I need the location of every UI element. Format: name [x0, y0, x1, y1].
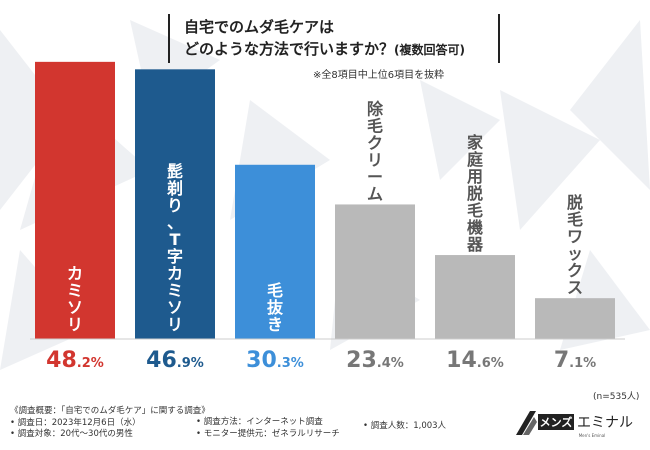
- survey-method: • 調査方法：インターネット調査: [196, 417, 323, 427]
- value-label: 7.1%: [554, 348, 596, 373]
- footer-col-3: • 調査人数：1,003人: [363, 421, 446, 433]
- value-label: 23.4%: [346, 348, 404, 373]
- brand-mark-icon: [516, 411, 537, 435]
- value-label: 46.9%: [146, 348, 204, 373]
- brand-tagline: Men's Eminal: [579, 433, 606, 438]
- category-label: 除毛クリーム: [367, 99, 384, 203]
- category-label: 脱毛ワックス: [567, 193, 583, 297]
- bar: [135, 69, 215, 339]
- category-label: カミソリ: [67, 264, 83, 334]
- bar-chart: カミソリ 48.2% 髭剃り、 T 字カミソリ 46.9% 毛抜き 30.3% 除毛クリーム 23…: [30, 61, 625, 373]
- value-label: 48.2%: [46, 348, 104, 373]
- brand-logo: メンズ エミナル Men's Eminal: [516, 411, 633, 438]
- survey-summary: 《調査概要：「自宅でのムダ毛ケア」に関する調査》: [10, 406, 210, 416]
- survey-date: • 調査日：2023年12月6日（水）: [10, 417, 141, 428]
- brand-name-right: エミナル: [577, 415, 633, 431]
- title-line-2: どのような方法で行いますか？(複数回答可): [184, 40, 465, 58]
- bar: [35, 61, 115, 339]
- bar: [435, 255, 515, 339]
- survey-target: • 調査対象：20代～30代の男性: [10, 429, 133, 439]
- survey-provider: • モニター提供元：ゼネラルリサーチ: [196, 428, 340, 439]
- category-label: 家庭用脱毛機器: [466, 133, 484, 254]
- title-note: (複数回答可): [394, 43, 465, 57]
- category-label: 毛抜き: [267, 281, 284, 334]
- survey-count: • 調査人数：1,003人: [363, 421, 447, 431]
- brand-name-left: メンズ: [540, 415, 573, 429]
- sample-size-note: (n=535人): [593, 392, 640, 402]
- chart-title: 自宅でのムダ毛ケアは どのような方法で行いますか？(複数回答可): [168, 14, 500, 63]
- background-triangle: [420, 80, 500, 180]
- category-label: 髭剃り、 T 字カミソリ: [167, 162, 183, 334]
- value-label: 30.3%: [246, 348, 304, 373]
- background-triangle: [500, 90, 600, 230]
- title-line-1: 自宅でのムダ毛ケアは: [184, 18, 335, 36]
- background-triangle: [570, 20, 650, 190]
- footer-col-1: 《調査概要：「自宅でのムダ毛ケア」に関する調査》 • 調査日：2023年12月6…: [10, 406, 210, 441]
- bar: [535, 298, 615, 339]
- bar: [235, 164, 315, 339]
- bar: [335, 204, 415, 339]
- value-label: 14.6%: [446, 348, 504, 373]
- subnote: ※全8項目中上位6項目を抜粋: [313, 70, 445, 81]
- footer-col-2: • 調査方法：インターネット調査 • モニター提供元：ゼネラルリサーチ: [196, 417, 340, 440]
